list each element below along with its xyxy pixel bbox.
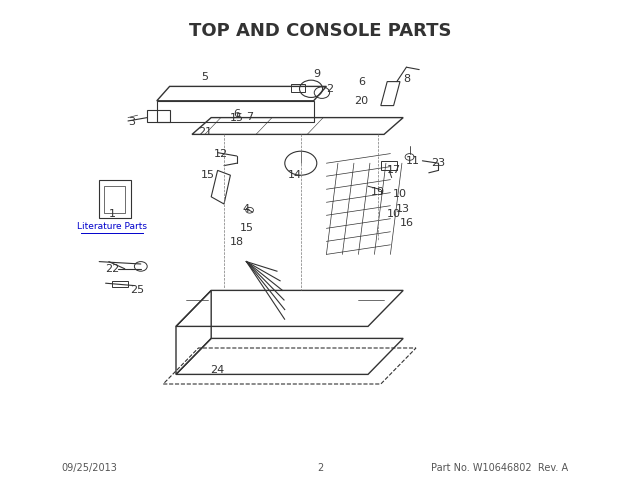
Text: 7: 7 — [246, 112, 253, 121]
Text: 6: 6 — [234, 109, 240, 119]
Text: Part No. W10646802  Rev. A: Part No. W10646802 Rev. A — [431, 463, 568, 473]
Text: 24: 24 — [211, 365, 225, 374]
Text: 17: 17 — [387, 166, 401, 175]
Text: 25: 25 — [131, 286, 145, 295]
Text: 14: 14 — [287, 170, 301, 180]
Bar — [112, 281, 128, 287]
Text: 18: 18 — [230, 238, 244, 247]
Text: 21: 21 — [198, 127, 212, 137]
Text: TOP AND CONSOLE PARTS: TOP AND CONSOLE PARTS — [189, 22, 451, 40]
Text: 13: 13 — [396, 204, 410, 214]
Text: 12: 12 — [214, 149, 228, 158]
Text: 09/25/2013: 09/25/2013 — [61, 463, 118, 473]
Text: 23: 23 — [431, 158, 445, 168]
Text: 6: 6 — [358, 77, 365, 86]
Text: 1: 1 — [109, 209, 115, 218]
Text: 15: 15 — [201, 170, 215, 180]
Bar — [381, 161, 397, 170]
Text: 2: 2 — [317, 463, 323, 473]
Text: 15: 15 — [239, 223, 253, 233]
Text: 19: 19 — [371, 187, 385, 197]
Text: 16: 16 — [399, 218, 413, 228]
Text: 5: 5 — [202, 72, 208, 82]
Text: 4: 4 — [243, 204, 250, 214]
Text: Literature Parts: Literature Parts — [77, 222, 147, 231]
Text: 2: 2 — [326, 84, 333, 94]
Text: 15: 15 — [230, 113, 244, 122]
Text: 10: 10 — [387, 209, 401, 218]
Text: 8: 8 — [403, 74, 410, 84]
Text: 10: 10 — [393, 190, 407, 199]
Text: 22: 22 — [105, 264, 119, 274]
Text: 11: 11 — [406, 156, 420, 166]
Text: 20: 20 — [355, 96, 369, 106]
Bar — [104, 186, 125, 213]
Text: 9: 9 — [313, 70, 321, 79]
Bar — [291, 84, 305, 92]
Text: 3: 3 — [128, 118, 134, 127]
